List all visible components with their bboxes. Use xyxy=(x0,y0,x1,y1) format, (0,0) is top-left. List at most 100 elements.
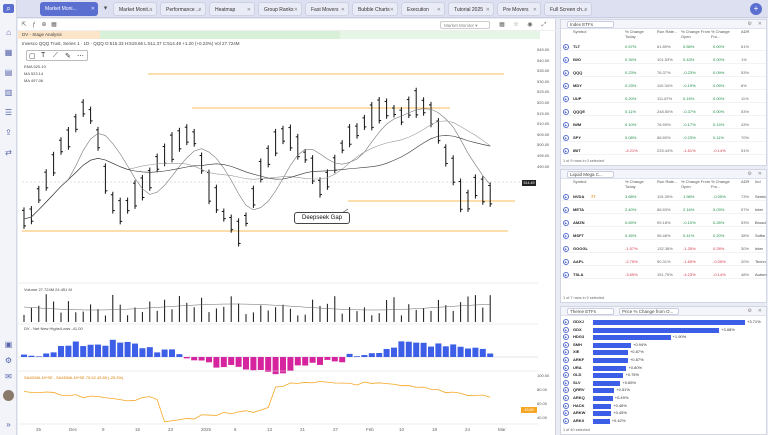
settings-icon[interactable]: ⚙ xyxy=(747,21,752,27)
play-icon[interactable]: ▶ xyxy=(563,319,569,325)
col-adr[interactable]: ADR xyxy=(741,179,750,184)
close-icon[interactable]: ✕ xyxy=(90,6,95,12)
theme-row[interactable]: ▶ ARKQ +0.49% xyxy=(561,395,766,402)
table-row[interactable]: ▶ QQQE 0.11% 248.50% -0.37% 0.00% 53% xyxy=(561,108,766,116)
compare-icon[interactable]: ⊕ xyxy=(41,22,47,28)
play-icon[interactable]: ▶ xyxy=(563,148,569,154)
theme-row[interactable]: ▶ ARKW +0.45% xyxy=(561,410,766,417)
theme-row[interactable]: ▶ HDG3 +1.90% xyxy=(561,334,766,341)
rectangle-icon[interactable]: ▢ xyxy=(29,53,36,60)
close-icon[interactable]: ✕ xyxy=(485,7,490,13)
play-icon[interactable]: ▶ xyxy=(563,326,569,333)
theme-row[interactable]: ▶ GDXJ +3.71% xyxy=(561,319,766,326)
settings-icon[interactable]: ⚙ xyxy=(747,171,752,177)
grid-icon[interactable]: ⋯ xyxy=(77,53,84,60)
annotation-callout[interactable]: Deepseek Gap xyxy=(294,212,350,224)
grid-icon[interactable]: ▥ xyxy=(4,88,13,97)
play-icon[interactable]: ▶ xyxy=(563,357,569,363)
close-icon[interactable]: ✕ xyxy=(389,7,394,13)
tab-full-screen[interactable]: Full Screen ch... ✕ xyxy=(544,2,592,16)
watchlist-select[interactable]: Market Monitor ▾ xyxy=(440,21,490,29)
play-icon[interactable]: ▶ xyxy=(563,96,569,102)
play-icon[interactable]: ▶ xyxy=(563,122,569,128)
close-icon[interactable]: ✕ xyxy=(293,7,298,13)
close-icon[interactable]: ✕ xyxy=(757,21,762,27)
theme-row[interactable]: ▶ SMH +0.94% xyxy=(561,341,766,349)
col-change-open[interactable]: % Change From Open xyxy=(681,29,711,39)
table-row[interactable]: ▶ IWO 0.34% 101.53% 0.43% 0.00% 1% xyxy=(561,56,766,64)
play-icon[interactable]: ▶ xyxy=(563,410,569,417)
table-row[interactable]: ▶ MDY 0.23% 110.34% -0.19% 0.09% 8% xyxy=(561,82,766,90)
table-row[interactable]: ▶ QQQ 0.23% 76.37% -0.23% 0.09% 53% xyxy=(561,69,766,77)
theme-row[interactable]: ▶ GLD +0.75% xyxy=(561,372,766,379)
theme-row[interactable]: ▶ ARKF +0.87% xyxy=(561,357,766,364)
chart-pane[interactable]: ⇱ ƒ ⊕ ▦ Market Monitor ▾ ▦ ☆ ◉ ⤢ DV - St… xyxy=(18,19,556,435)
play-icon[interactable]: ▶ xyxy=(563,379,569,386)
watchlist-select[interactable]: Liquid Mega C... xyxy=(567,171,614,178)
search-icon[interactable]: ⌕ xyxy=(3,4,14,13)
settings-icon[interactable]: ⚙ xyxy=(747,308,752,314)
layout-icon[interactable]: ▦ xyxy=(4,48,13,57)
play-icon[interactable]: ▶ xyxy=(563,402,569,409)
col-change-from[interactable]: % Change Fro... xyxy=(711,29,730,39)
close-icon[interactable]: ✕ xyxy=(436,7,441,13)
layout-icon[interactable]: ▦ xyxy=(51,22,57,28)
col-adr[interactable]: ADR xyxy=(741,29,750,34)
fullscreen-icon[interactable]: ⤢ xyxy=(541,22,547,28)
col-run-rate[interactable]: Run Rate... xyxy=(657,179,678,184)
share-icon[interactable]: ⇄ xyxy=(5,148,12,157)
play-icon[interactable]: ▶ xyxy=(563,207,569,213)
chart-icon[interactable]: ▤ xyxy=(4,68,13,77)
theme-row[interactable]: ▶ SLV +0.65% xyxy=(561,379,766,387)
close-icon[interactable]: ✕ xyxy=(197,7,202,13)
close-icon[interactable]: ✕ xyxy=(757,171,762,177)
theme-row[interactable]: ▶ QRRV +0.51% xyxy=(561,387,766,394)
close-icon[interactable]: ✕ xyxy=(532,7,537,13)
col-industry[interactable]: Ind xyxy=(755,179,761,184)
tab-heatmap[interactable]: Heatmap ✕ xyxy=(209,2,255,16)
list-icon[interactable]: ☰ xyxy=(4,108,13,117)
tab-market-monitor-1[interactable]: Market Moni... ✕ xyxy=(40,2,98,16)
play-icon[interactable]: ▶ xyxy=(563,135,569,141)
play-icon[interactable]: ▶ xyxy=(563,272,569,278)
indicators-icon[interactable]: ƒ xyxy=(32,22,36,28)
col-symbol[interactable]: Symbol xyxy=(573,179,587,184)
col-symbol[interactable]: Symbol xyxy=(573,29,587,34)
camera-icon[interactable]: ◉ xyxy=(527,22,533,28)
table-row[interactable]: ▶ IWM 0.10% 76.59% -0.17% 0.14% 43% xyxy=(561,121,766,129)
table-row[interactable]: ▶ IBIT -4.21% 225.44% -1.61% -0.14% 51% xyxy=(561,147,766,155)
play-icon[interactable]: ▶ xyxy=(563,109,569,115)
close-icon[interactable]: ✕ xyxy=(246,7,251,13)
play-icon[interactable]: ▶ xyxy=(563,220,569,226)
table-row[interactable]: ▶ SPY 0.08% 86.50% -0.23% 0.11% 70% xyxy=(561,134,766,142)
add-tab-icon[interactable]: + xyxy=(750,3,762,15)
table-row[interactable]: ▶ META 2.40% 86.53% 2.16% 0.03% 57% Inter xyxy=(561,206,766,214)
theme-row[interactable]: ▶ GDX +3.08% xyxy=(561,326,766,334)
tab-performance[interactable]: Performance ... ✕ xyxy=(160,2,206,16)
trendline-icon[interactable]: ⟋ xyxy=(53,52,58,59)
table-row[interactable]: ▶ TLT 0.57% 61.89% 0.56% 0.00% 61% xyxy=(561,43,766,51)
table-row[interactable]: ▶ UUP 0.20% 111.87% 0.15% 0.00% 11% xyxy=(561,95,766,103)
tab-dropdown-icon[interactable]: ▾ xyxy=(103,5,108,12)
theme-select[interactable]: Theme ETFs xyxy=(567,308,614,315)
col-change-open[interactable]: % Change From Open xyxy=(681,179,711,189)
tab-tutorial[interactable]: Tutorial 2025 ✕ xyxy=(448,2,494,16)
play-icon[interactable]: ▶ xyxy=(563,44,569,50)
play-icon[interactable]: ▶ xyxy=(563,334,569,341)
avatar[interactable] xyxy=(3,390,14,401)
close-icon[interactable]: ✕ xyxy=(340,7,345,13)
brush-icon[interactable]: ✎ xyxy=(65,53,71,60)
home-icon[interactable]: ⌂ xyxy=(6,28,11,37)
close-icon[interactable]: ✕ xyxy=(148,7,153,13)
play-icon[interactable]: ▶ xyxy=(563,387,569,394)
play-icon[interactable]: ▶ xyxy=(563,364,569,371)
tab-group-ranks[interactable]: Group Ranks ✕ xyxy=(258,2,302,16)
table-row[interactable]: ▶ AMZN 0.69% 99.18% -0.10% 0.26% 53% Broad xyxy=(561,219,766,227)
play-icon[interactable]: ▶ xyxy=(563,417,569,424)
play-icon[interactable]: ▶ xyxy=(563,349,569,356)
collapse-icon[interactable]: » xyxy=(6,420,11,429)
theme-row[interactable]: ▶ HACK +0.46% xyxy=(561,402,766,410)
tab-execution[interactable]: Execution ✕ xyxy=(401,2,445,16)
metric-select[interactable]: Price % Change from O... xyxy=(619,308,679,315)
theme-row[interactable]: ▶ URA +0.80% xyxy=(561,364,766,372)
